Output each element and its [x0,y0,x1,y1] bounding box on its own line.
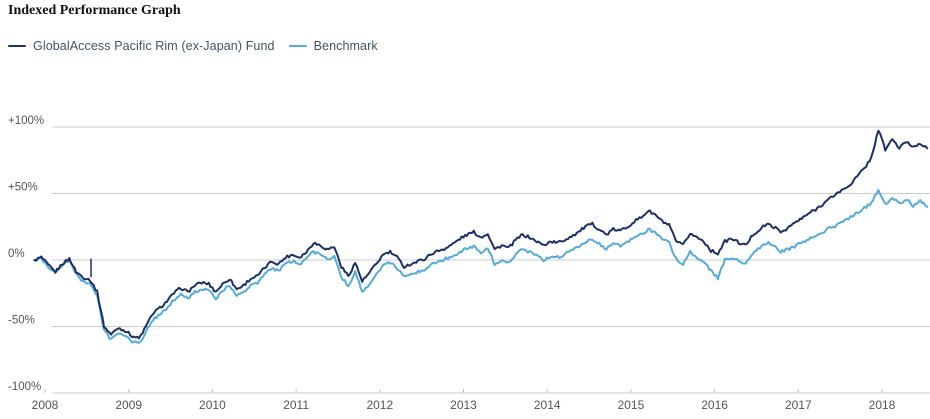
y-axis-label: 0% [8,248,25,260]
x-axis-label: 2017 [785,398,812,412]
x-axis-label: 2008 [32,398,59,412]
legend-item-benchmark[interactable]: Benchmark [288,39,378,53]
y-axis-label: +50% [8,182,38,194]
fund-series-line [33,129,929,340]
axis-labels-group: +100% +50% 0% -50% -100% 2008 2009 2010 2011 2012… [8,115,896,412]
benchmark-legend-label: Benchmark [313,39,378,53]
benchmark-line-swatch [288,44,307,48]
y-axis-label: -50% [8,315,35,327]
x-axis-label: 2015 [618,398,645,412]
benchmark-series-line [33,189,929,344]
legend-item-fund[interactable]: GlobalAccess Pacific Rim (ex-Japan) Fund [8,39,275,53]
x-axis-label: 2009 [115,398,142,412]
y-axis-label: -100% [8,381,41,393]
series-lines-group [33,129,929,344]
x-axis-label: 2013 [450,398,477,412]
page-title: Indexed Performance Graph [8,3,181,18]
x-axis-label: 2016 [701,398,728,412]
fund-line-swatch [8,44,26,48]
y-axis-label: +100% [8,115,44,127]
fund-legend-label: GlobalAccess Pacific Rim (ex-Japan) Fund [33,39,275,53]
x-axis-label: 2014 [534,398,561,412]
x-axis-label: 2018 [869,398,896,412]
x-axis-label: 2012 [366,398,393,412]
gridlines-group [44,126,930,394]
x-axis-label: 2010 [199,398,226,412]
x-axis-label: 2011 [283,398,309,412]
chart-legend: GlobalAccess Pacific Rim (ex-Japan) Fund… [8,39,378,53]
